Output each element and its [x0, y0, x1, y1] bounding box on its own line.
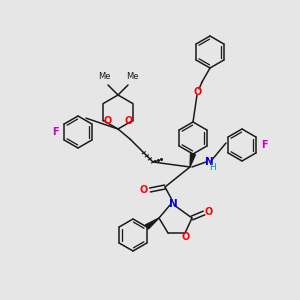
- Text: O: O: [205, 207, 213, 217]
- Text: O: O: [103, 116, 111, 127]
- Text: F: F: [52, 127, 59, 137]
- Text: O: O: [140, 185, 148, 195]
- Text: N: N: [205, 157, 213, 167]
- Text: O: O: [182, 232, 190, 242]
- Polygon shape: [146, 218, 159, 229]
- Text: O: O: [194, 87, 202, 97]
- Text: F: F: [261, 140, 268, 150]
- Text: Me: Me: [126, 72, 138, 81]
- Text: N: N: [169, 199, 177, 209]
- Polygon shape: [190, 153, 195, 167]
- Text: H: H: [210, 164, 216, 172]
- Text: Me: Me: [98, 72, 110, 81]
- Text: O: O: [124, 116, 133, 127]
